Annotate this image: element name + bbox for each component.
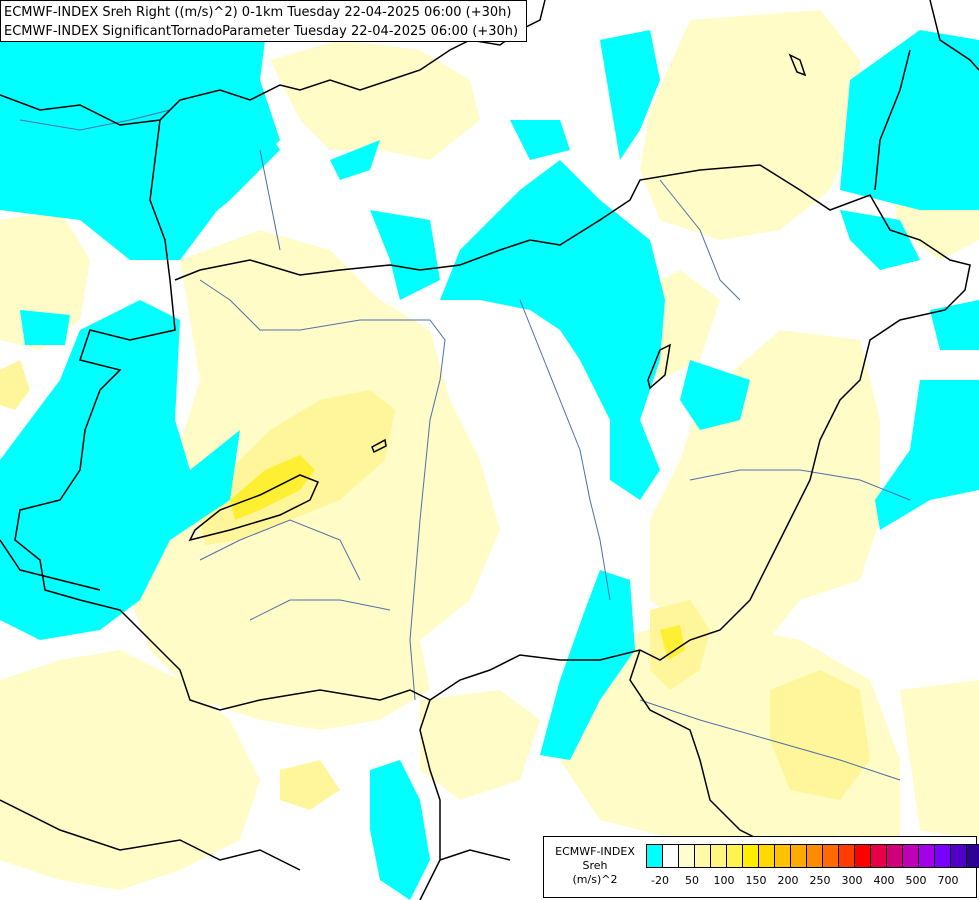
legend-swatch xyxy=(967,845,979,867)
legend-swatch xyxy=(759,845,775,867)
legend-title-unit: (m/s)^2 xyxy=(572,873,618,886)
legend-tick-label: 200 xyxy=(777,874,799,887)
legend-title: ECMWF-INDEX Sreh (m/s)^2 xyxy=(544,845,646,887)
legend-swatch xyxy=(887,845,903,867)
legend-swatch xyxy=(871,845,887,867)
legend-tick-label: 300 xyxy=(841,874,863,887)
legend-tick-label: 400 xyxy=(873,874,895,887)
legend-swatch xyxy=(919,845,935,867)
legend-swatch xyxy=(839,845,855,867)
legend-swatch xyxy=(935,845,951,867)
header-line-2: ECMWF-INDEX SignificantTornadoParameter … xyxy=(4,24,519,39)
legend-swatch xyxy=(791,845,807,867)
legend-tick-label: 700 xyxy=(937,874,959,887)
chart-header: ECMWF-INDEX Sreh Right ((m/s)^2) 0-1km T… xyxy=(0,0,527,42)
legend-tick-label: 150 xyxy=(745,874,767,887)
legend-swatch xyxy=(695,845,711,867)
legend-swatch xyxy=(647,845,663,867)
legend-tick-label: 250 xyxy=(809,874,831,887)
legend-tick-label: 100 xyxy=(713,874,735,887)
legend-swatch xyxy=(903,845,919,867)
legend-swatch xyxy=(823,845,839,867)
legend-swatches xyxy=(646,844,979,868)
rivers xyxy=(19,109,911,781)
legend-title-variable: Sreh xyxy=(582,859,608,872)
legend-ticks: -20 50 100 150 200 250 300 400 500 700 xyxy=(646,874,976,890)
legend-swatch xyxy=(727,845,743,867)
legend-tick-label: 50 xyxy=(685,874,699,887)
header-line-1: ECMWF-INDEX Sreh Right ((m/s)^2) 0-1km T… xyxy=(4,5,512,20)
legend-tick-label: 500 xyxy=(905,874,927,887)
sreh-field-150-200 xyxy=(230,455,685,660)
legend-swatch xyxy=(807,845,823,867)
legend-swatch xyxy=(711,845,727,867)
legend-swatch xyxy=(775,845,791,867)
legend-title-model: ECMWF-INDEX xyxy=(555,845,635,858)
legend-swatch xyxy=(663,845,679,867)
legend-swatch xyxy=(855,845,871,867)
color-legend: ECMWF-INDEX Sreh (m/s)^2 -20 50 100 150 200 2… xyxy=(543,836,979,898)
legend-swatch xyxy=(679,845,695,867)
legend-tick-label: -20 xyxy=(651,874,669,887)
legend-swatch xyxy=(743,845,759,867)
legend-swatch xyxy=(951,845,967,867)
